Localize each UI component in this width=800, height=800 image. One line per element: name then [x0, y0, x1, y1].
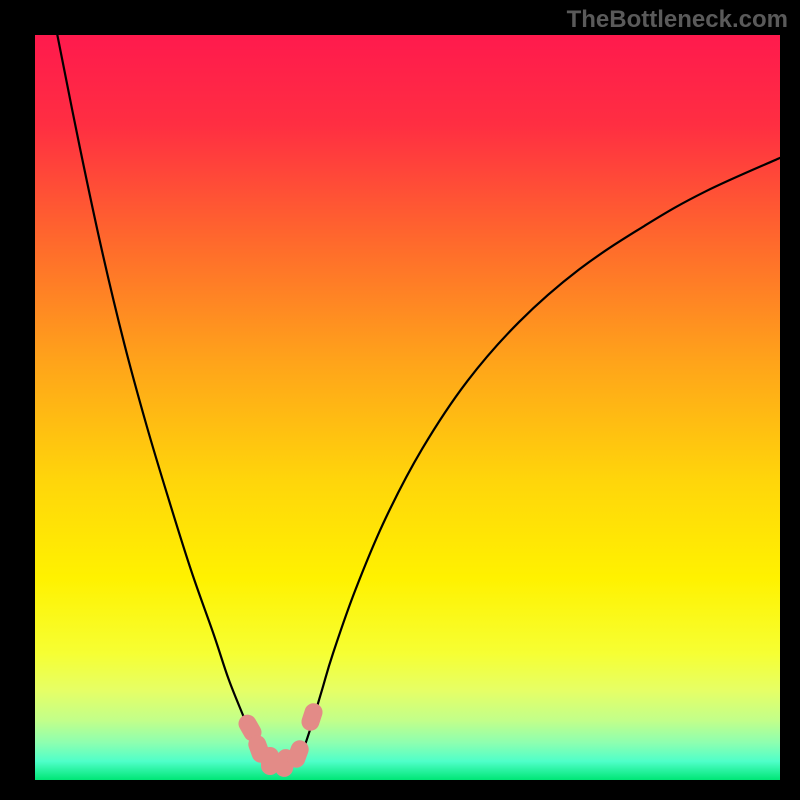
bottleneck-curve: [35, 35, 780, 780]
watermark-text: TheBottleneck.com: [567, 6, 788, 34]
bottleneck-chart: [35, 35, 780, 780]
curve-marker: [299, 701, 325, 733]
